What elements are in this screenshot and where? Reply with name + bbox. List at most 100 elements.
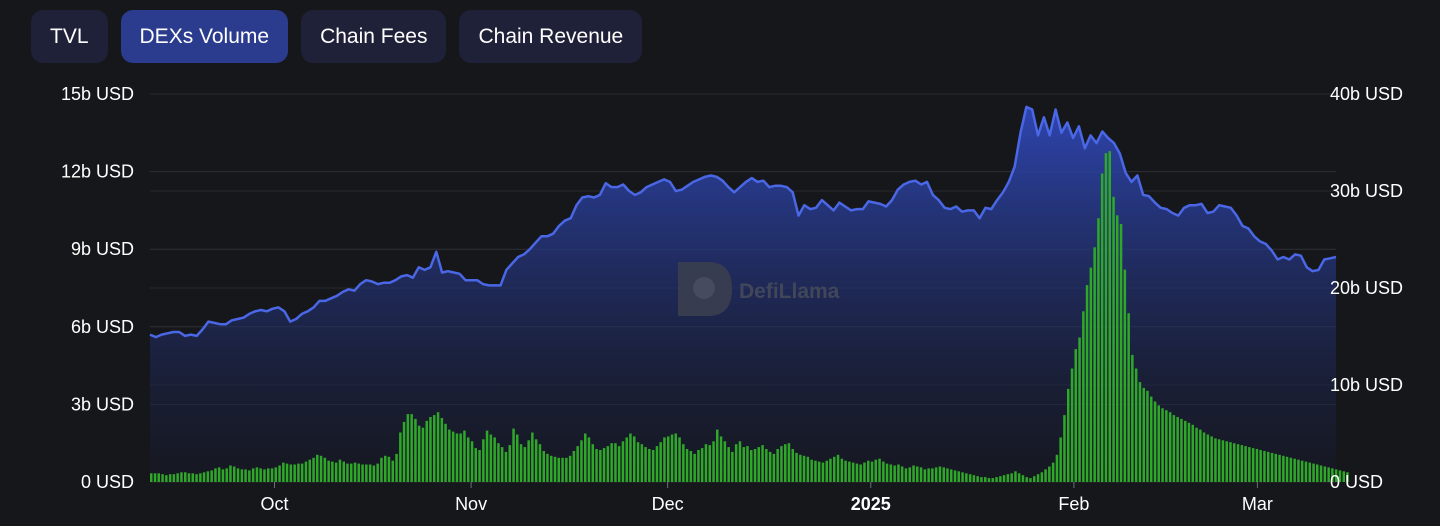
volume-bar <box>1319 465 1323 482</box>
volume-bar <box>1150 396 1153 482</box>
volume-bar <box>851 462 855 482</box>
volume-bar <box>504 451 508 482</box>
volume-bar <box>244 469 247 482</box>
volume-bar <box>361 464 364 482</box>
volume-bar <box>297 463 300 482</box>
volume-bar <box>833 456 836 482</box>
volume-bar <box>1293 458 1296 482</box>
volume-bar <box>308 459 311 482</box>
volume-bar <box>870 461 874 482</box>
volume-bar <box>704 444 708 482</box>
volume-bar <box>376 463 379 482</box>
volume-bar <box>1331 468 1334 482</box>
volume-bar <box>633 436 636 482</box>
volume-bar <box>1285 456 1289 482</box>
volume-bar <box>380 457 383 483</box>
volume-bar <box>1233 443 1236 482</box>
volume-bar <box>1142 387 1145 482</box>
volume-bar <box>836 454 840 482</box>
tab-tvl[interactable]: TVL <box>31 10 108 63</box>
volume-bar <box>1063 415 1066 482</box>
volume-bar <box>1021 475 1025 482</box>
volume-bar <box>651 450 655 482</box>
volume-bar <box>712 441 715 482</box>
left-axis-tick-label: 9b USD <box>71 239 134 259</box>
volume-bar <box>1191 424 1194 482</box>
volume-bar <box>425 420 428 482</box>
volume-bar <box>953 470 957 482</box>
volume-bar <box>168 474 172 482</box>
volume-bar <box>855 463 859 482</box>
volume-bar <box>534 439 538 482</box>
volume-bar <box>384 455 387 482</box>
volume-bar <box>595 449 598 482</box>
volume-bar <box>893 465 896 482</box>
volume-bar <box>1221 440 1225 482</box>
tab-dexs-volume[interactable]: DEXs Volume <box>120 10 289 63</box>
right-axis-tick-label: 30b USD <box>1330 181 1403 201</box>
volume-bar <box>493 437 496 482</box>
volume-bar <box>938 466 942 482</box>
llama-head-icon <box>693 277 715 299</box>
volume-bar <box>716 429 719 482</box>
volume-bar <box>817 461 821 482</box>
volume-bar <box>829 458 832 482</box>
volume-bar <box>1259 450 1262 482</box>
left-axis-tick-label: 15b USD <box>61 84 134 104</box>
tab-chain-revenue[interactable]: Chain Revenue <box>459 10 643 63</box>
volume-bar <box>338 459 342 482</box>
volume-bar <box>1346 472 1349 482</box>
volume-bar <box>233 466 236 482</box>
volume-bar <box>161 474 164 482</box>
volume-bar <box>663 437 666 482</box>
right-axis: 0 USD 10b USD 20b USD 30b USD 40b USD <box>1330 84 1403 492</box>
volume-bar <box>678 437 681 482</box>
volume-bar <box>327 460 330 482</box>
volume-bar <box>1082 311 1085 482</box>
volume-bar <box>1048 466 1051 482</box>
volume-bar <box>421 427 425 482</box>
volume-bar <box>904 468 908 482</box>
volume-bar <box>1097 218 1100 482</box>
volume-bar <box>572 451 576 482</box>
volume-bar <box>1074 349 1077 482</box>
volume-bar <box>897 464 900 482</box>
left-axis-tick-label: 0 USD <box>81 472 134 492</box>
volume-bar <box>916 466 919 482</box>
volume-area <box>150 106 1336 483</box>
right-axis-tick-label: 20b USD <box>1330 278 1403 298</box>
volume-bar <box>331 461 334 482</box>
volume-bar <box>202 472 206 482</box>
volume-bar <box>1100 173 1104 482</box>
tab-chain-fees[interactable]: Chain Fees <box>301 10 447 63</box>
volume-bar <box>1304 461 1308 482</box>
volume-bar <box>184 472 187 482</box>
x-axis-tick-label: Nov <box>455 494 487 514</box>
volume-bar <box>304 461 308 482</box>
volume-bar <box>787 443 791 482</box>
volume-bar <box>644 447 647 482</box>
volume-bar <box>1006 474 1010 482</box>
volume-bar <box>289 464 293 482</box>
x-axis: Oct Nov Dec 2025 Feb Mar <box>260 482 1273 514</box>
volume-bar <box>1085 285 1089 482</box>
volume-bar <box>214 468 217 482</box>
volume-bar <box>334 462 338 482</box>
volume-bar <box>931 468 934 482</box>
volume-bar <box>742 447 745 482</box>
volume-bar <box>606 446 610 482</box>
volume-bar <box>1138 382 1142 482</box>
volume-bar <box>1127 313 1130 482</box>
volume-bar <box>278 465 281 482</box>
volume-bar <box>1123 269 1127 482</box>
left-axis: 0 USD 3b USD 6b USD 9b USD 12b USD 15b USD <box>61 84 134 492</box>
volume-bar <box>1338 470 1342 482</box>
volume-bar <box>1059 437 1062 482</box>
volume-bar <box>282 462 285 482</box>
volume-bar <box>191 473 194 482</box>
volume-bar <box>580 440 583 482</box>
volume-bar <box>614 443 617 482</box>
volume-bar <box>750 450 753 482</box>
volume-bar <box>550 455 553 482</box>
volume-bar <box>1044 469 1047 482</box>
